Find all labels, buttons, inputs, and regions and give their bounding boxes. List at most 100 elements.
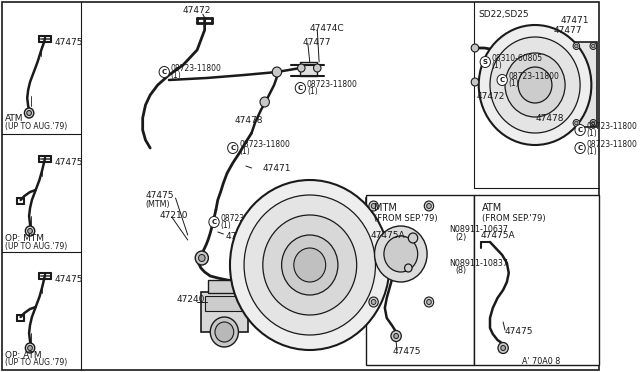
Text: 47477: 47477: [554, 26, 582, 35]
Text: 47472: 47472: [183, 6, 211, 15]
Bar: [205, 296, 244, 311]
Circle shape: [195, 251, 209, 265]
Text: 08723-11800: 08723-11800: [587, 140, 637, 148]
Text: 47211M: 47211M: [225, 231, 262, 241]
Circle shape: [26, 226, 35, 236]
Circle shape: [394, 334, 399, 339]
Bar: [366, 195, 474, 365]
Text: 08723-11800: 08723-11800: [587, 122, 637, 131]
Text: SD22,SD25: SD22,SD25: [479, 10, 529, 19]
Circle shape: [260, 97, 269, 107]
Text: (MTM): (MTM): [145, 199, 170, 208]
Circle shape: [26, 343, 35, 353]
Text: A' 70A0 8: A' 70A0 8: [522, 357, 560, 366]
Circle shape: [427, 203, 431, 208]
Circle shape: [282, 235, 338, 295]
Text: 47478: 47478: [536, 113, 564, 122]
Text: (UP TO AUG.'79): (UP TO AUG.'79): [4, 357, 67, 366]
Circle shape: [272, 67, 282, 77]
Circle shape: [294, 248, 326, 282]
Circle shape: [371, 299, 376, 305]
Text: C: C: [162, 69, 167, 75]
Text: 47210: 47210: [159, 211, 188, 219]
Text: C: C: [230, 145, 236, 151]
Text: 47475: 47475: [392, 347, 421, 356]
Text: OP: ATM: OP: ATM: [4, 350, 42, 359]
Circle shape: [27, 110, 31, 115]
Circle shape: [575, 44, 578, 48]
Circle shape: [408, 233, 418, 243]
Circle shape: [573, 42, 580, 49]
Circle shape: [573, 119, 580, 126]
Text: 47471: 47471: [263, 164, 291, 173]
Circle shape: [480, 57, 490, 67]
Circle shape: [471, 78, 479, 86]
Circle shape: [24, 108, 34, 118]
Circle shape: [424, 201, 434, 211]
Text: (1): (1): [587, 128, 597, 138]
Bar: [366, 198, 436, 310]
Text: 47472: 47472: [477, 92, 505, 100]
Circle shape: [369, 201, 378, 211]
Circle shape: [591, 121, 595, 125]
Text: ATM: ATM: [481, 203, 502, 213]
Text: 47475: 47475: [54, 275, 83, 283]
Bar: [573, 42, 597, 127]
Bar: [201, 292, 248, 332]
Text: 47240: 47240: [177, 295, 205, 305]
Circle shape: [215, 322, 234, 342]
Text: 47475A: 47475A: [371, 231, 405, 240]
Text: 47475: 47475: [505, 327, 534, 337]
Text: OP: MTM: OP: MTM: [4, 234, 44, 243]
Circle shape: [490, 37, 580, 133]
Circle shape: [505, 53, 565, 117]
Text: C: C: [211, 219, 216, 225]
Bar: [474, 195, 599, 365]
Text: C: C: [500, 77, 505, 83]
Circle shape: [497, 74, 508, 86]
Text: 47477: 47477: [302, 38, 331, 46]
Circle shape: [575, 121, 578, 125]
Circle shape: [590, 42, 596, 49]
Text: 47475: 47475: [54, 38, 83, 46]
Circle shape: [427, 299, 431, 305]
Text: 08310-60805: 08310-60805: [492, 54, 543, 62]
Circle shape: [198, 254, 205, 262]
Circle shape: [500, 346, 506, 350]
Circle shape: [471, 44, 479, 52]
Text: 08723-11800: 08723-11800: [509, 71, 559, 80]
Text: 47475: 47475: [145, 190, 174, 199]
Circle shape: [159, 67, 170, 77]
Text: 08723-11800: 08723-11800: [307, 80, 358, 89]
Circle shape: [209, 217, 219, 228]
Text: (1): (1): [492, 61, 502, 70]
Text: MTM: MTM: [374, 203, 396, 213]
Text: (FROM SEP.'79): (FROM SEP.'79): [481, 214, 545, 222]
Circle shape: [244, 195, 376, 335]
Circle shape: [479, 25, 591, 145]
Circle shape: [28, 228, 33, 234]
Text: (1): (1): [171, 71, 182, 80]
Circle shape: [298, 64, 305, 72]
Text: 47478: 47478: [235, 115, 263, 125]
Bar: [209, 280, 240, 293]
Circle shape: [404, 264, 412, 272]
Text: (FROM SEP.'79): (FROM SEP.'79): [374, 214, 437, 222]
Circle shape: [371, 203, 376, 208]
Circle shape: [591, 44, 595, 48]
Text: N08911-10637: N08911-10637: [450, 224, 509, 234]
Text: 47471: 47471: [561, 16, 589, 25]
Circle shape: [575, 142, 585, 154]
Text: 47475A: 47475A: [481, 231, 515, 240]
Circle shape: [391, 330, 401, 341]
Circle shape: [295, 83, 305, 93]
Text: 47474C: 47474C: [310, 23, 344, 32]
Circle shape: [424, 297, 434, 307]
Text: 08723-11800: 08723-11800: [221, 214, 271, 222]
Circle shape: [314, 64, 321, 72]
Circle shape: [590, 119, 596, 126]
Circle shape: [211, 317, 239, 347]
Text: (1): (1): [307, 87, 317, 96]
Text: C: C: [577, 145, 582, 151]
Text: S: S: [483, 59, 488, 65]
